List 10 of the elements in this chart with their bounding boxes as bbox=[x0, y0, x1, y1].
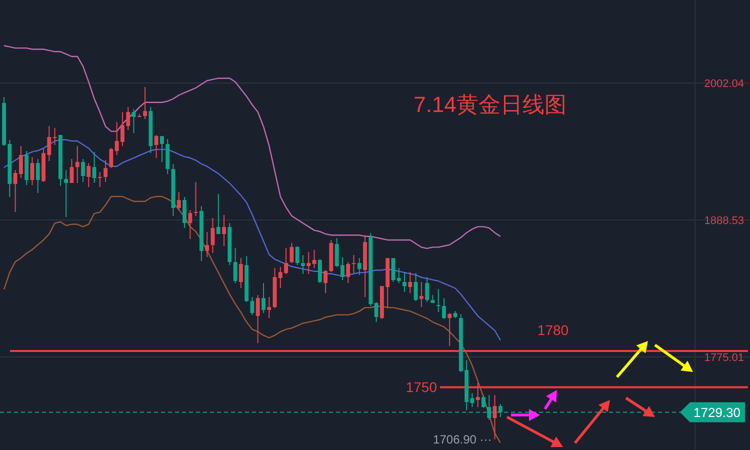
ref-line-label: 1729.30 bbox=[694, 405, 740, 420]
ref-line-label: 1750 bbox=[406, 379, 438, 396]
ref-line-label: 1780 bbox=[537, 322, 569, 338]
line-series bbox=[3, 196, 501, 444]
y-tick-label: 1888.53 bbox=[704, 215, 744, 228]
line-series bbox=[3, 45, 501, 250]
y-tick-label: 1775.01 bbox=[704, 352, 744, 364]
annotation: 1706.90 ··· bbox=[433, 432, 492, 446]
y-tick-label: 2002.04 bbox=[704, 78, 744, 90]
text: 7.14黄金日线图 bbox=[414, 92, 566, 117]
